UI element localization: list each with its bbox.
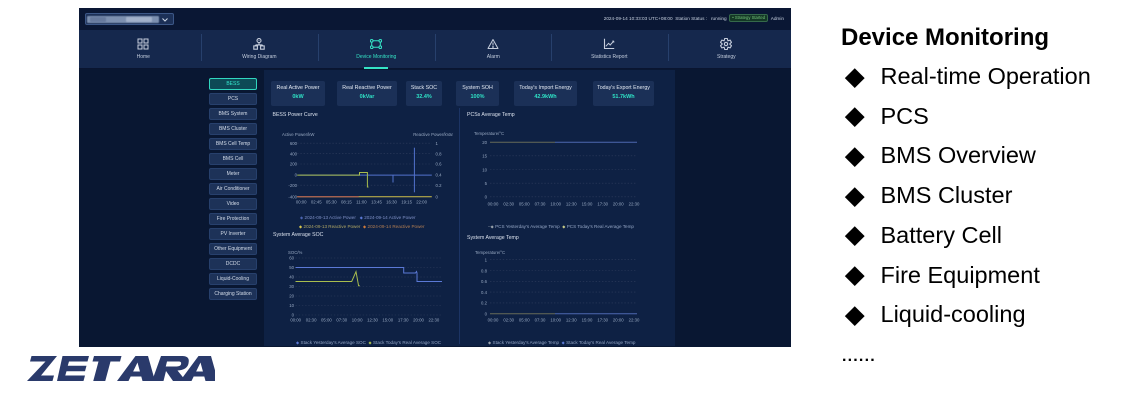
svg-text:200: 200 xyxy=(290,162,298,167)
svg-text:07:30: 07:30 xyxy=(535,318,546,323)
svg-text:02:30: 02:30 xyxy=(503,318,514,323)
svg-text:22:00: 22:00 xyxy=(416,199,427,204)
svg-text:0.4: 0.4 xyxy=(436,173,443,178)
svg-text:40: 40 xyxy=(289,275,294,280)
svg-text:20:00: 20:00 xyxy=(613,202,624,207)
svg-text:0.8: 0.8 xyxy=(481,268,488,273)
svg-text:0.6: 0.6 xyxy=(436,162,443,167)
svg-text:0: 0 xyxy=(485,195,488,200)
svg-text:12:30: 12:30 xyxy=(566,202,577,207)
svg-text:20:00: 20:00 xyxy=(413,318,424,323)
svg-text:22:30: 22:30 xyxy=(429,318,440,323)
svg-text:17:30: 17:30 xyxy=(597,202,608,207)
svg-text:Active Power/kW: Active Power/kW xyxy=(282,132,315,137)
svg-text:00:00: 00:00 xyxy=(296,199,307,204)
svg-text:10:00: 10:00 xyxy=(550,202,561,207)
svg-text:00:00: 00:00 xyxy=(290,318,301,323)
svg-text:10:00: 10:00 xyxy=(352,318,363,323)
svg-text:0: 0 xyxy=(485,312,488,317)
svg-text:10: 10 xyxy=(482,167,487,172)
svg-text:SOC/%: SOC/% xyxy=(288,250,303,255)
svg-text:0: 0 xyxy=(292,313,295,318)
svg-text:00:00: 00:00 xyxy=(488,318,499,323)
svg-text:1: 1 xyxy=(485,258,488,263)
svg-text:12:30: 12:30 xyxy=(367,318,378,323)
svg-text:07:30: 07:30 xyxy=(535,202,546,207)
svg-text:5: 5 xyxy=(485,181,488,186)
svg-text:0.2: 0.2 xyxy=(436,183,443,188)
svg-text:15:00: 15:00 xyxy=(582,318,593,323)
svg-text:08:15: 08:15 xyxy=(341,199,352,204)
svg-text:10: 10 xyxy=(289,303,294,308)
svg-text:11:00: 11:00 xyxy=(356,199,367,204)
svg-text:19:15: 19:15 xyxy=(401,199,412,204)
svg-text:02:30: 02:30 xyxy=(306,318,317,323)
svg-text:Temperature/°C: Temperature/°C xyxy=(474,131,504,136)
svg-text:Reactive Power/kVar: Reactive Power/kVar xyxy=(413,132,453,137)
svg-text:0.2: 0.2 xyxy=(481,301,488,306)
svg-text:15:00: 15:00 xyxy=(382,318,393,323)
svg-text:10:00: 10:00 xyxy=(550,318,561,323)
svg-text:20: 20 xyxy=(289,294,294,299)
svg-text:-400: -400 xyxy=(288,194,297,199)
svg-text:13:45: 13:45 xyxy=(371,199,382,204)
svg-text:0.4: 0.4 xyxy=(481,290,488,295)
svg-text:00:00: 00:00 xyxy=(488,202,499,207)
svg-text:16:30: 16:30 xyxy=(386,199,397,204)
svg-text:15:00: 15:00 xyxy=(582,202,593,207)
svg-text:60: 60 xyxy=(289,256,294,261)
svg-text:05:00: 05:00 xyxy=(519,318,530,323)
svg-text:Temperature/°C: Temperature/°C xyxy=(475,250,505,255)
svg-text:600: 600 xyxy=(290,141,298,146)
svg-text:05:00: 05:00 xyxy=(519,202,530,207)
svg-text:22:30: 22:30 xyxy=(629,318,640,323)
svg-text:05:30: 05:30 xyxy=(326,199,337,204)
svg-text:400: 400 xyxy=(290,151,298,156)
svg-text:50: 50 xyxy=(289,265,294,270)
svg-text:12:30: 12:30 xyxy=(566,318,577,323)
svg-text:02:30: 02:30 xyxy=(503,202,514,207)
svg-text:0: 0 xyxy=(436,194,439,199)
svg-text:07:30: 07:30 xyxy=(336,318,347,323)
svg-text:05:00: 05:00 xyxy=(321,318,332,323)
svg-text:0.6: 0.6 xyxy=(481,279,488,284)
svg-text:17:30: 17:30 xyxy=(597,318,608,323)
svg-text:20: 20 xyxy=(482,140,487,145)
svg-text:22:30: 22:30 xyxy=(629,202,640,207)
svg-text:0: 0 xyxy=(295,173,298,178)
svg-text:02:45: 02:45 xyxy=(311,199,322,204)
svg-text:-200: -200 xyxy=(288,183,297,188)
svg-text:30: 30 xyxy=(289,284,294,289)
svg-text:17:30: 17:30 xyxy=(398,318,409,323)
svg-text:1: 1 xyxy=(436,141,439,146)
svg-text:20:00: 20:00 xyxy=(613,318,624,323)
svg-text:0.8: 0.8 xyxy=(436,151,443,156)
svg-text:15: 15 xyxy=(482,154,487,159)
